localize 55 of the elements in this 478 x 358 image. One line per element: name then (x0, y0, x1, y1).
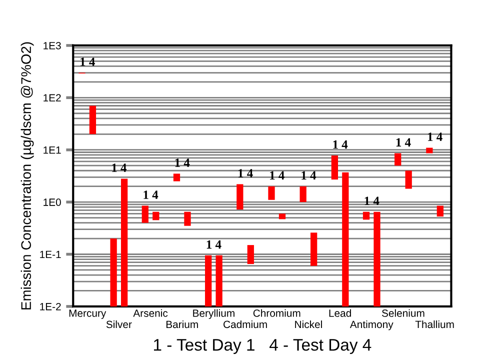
x-tick-label: Barium (166, 320, 198, 328)
annotation: 1 4 (302, 171, 316, 180)
bar (142, 206, 148, 223)
x-axis-title: 1 - Test Day 1 4 - Test Day 4 (154, 339, 372, 354)
y-tick-label: 1E2 (44, 94, 61, 102)
bar (205, 255, 212, 306)
bar (152, 212, 160, 220)
y-axis-title: Emission Concentration (µg/dscm @7%O2) (20, 42, 34, 310)
bar (173, 174, 180, 182)
bar (278, 214, 286, 220)
bar (268, 186, 275, 200)
annotation: 1 4 (112, 164, 127, 172)
bar (184, 212, 191, 226)
annotation: 1 4 (270, 171, 284, 180)
bar (342, 172, 349, 306)
y-tick-label: 1E1 (44, 146, 61, 154)
bar (300, 186, 306, 202)
x-tick-label: Antimony (350, 320, 394, 330)
y-tick-label: 1E3 (44, 42, 61, 50)
x-tick-label: Lead (329, 309, 351, 317)
bar (310, 232, 318, 266)
x-tick-label: Chromium (253, 309, 300, 317)
bar (120, 178, 128, 306)
annotation: 1 4 (333, 140, 348, 149)
annotation: 1 4 (364, 196, 380, 205)
bar (236, 184, 244, 210)
bar (436, 206, 444, 216)
annotation: 1 4 (144, 190, 158, 199)
x-tick-label: Mercury (69, 310, 106, 319)
x-tick-label: Thallium (415, 320, 454, 328)
annotation: 1 4 (428, 132, 442, 141)
x-tick-label: Selenium (382, 309, 424, 317)
bar (331, 155, 338, 180)
y-tick-label: 1E0 (44, 198, 61, 206)
bar (362, 212, 370, 220)
annotation: 1 4 (175, 158, 190, 167)
y-tick-label: 1E-1 (40, 250, 61, 258)
bar (394, 153, 402, 166)
annotation: 1 4 (396, 138, 411, 146)
x-tick-label: Beryllium (193, 309, 234, 319)
bar (216, 255, 222, 306)
y-tick-label: 1E-2 (40, 302, 61, 310)
bar (405, 170, 412, 189)
x-tick-label: Silver (106, 320, 132, 328)
bar (89, 106, 96, 134)
x-tick-label: Cadmium (224, 320, 267, 328)
annotation: 1 4 (206, 240, 222, 249)
bar (426, 148, 433, 154)
bar (374, 212, 380, 306)
annotation: 1 4 (80, 58, 95, 66)
bar (247, 245, 254, 264)
bar (110, 238, 117, 306)
x-tick-label: Arsenic (133, 309, 168, 317)
x-tick-label: Nickel (295, 320, 322, 328)
annotation: 1 4 (238, 169, 253, 178)
